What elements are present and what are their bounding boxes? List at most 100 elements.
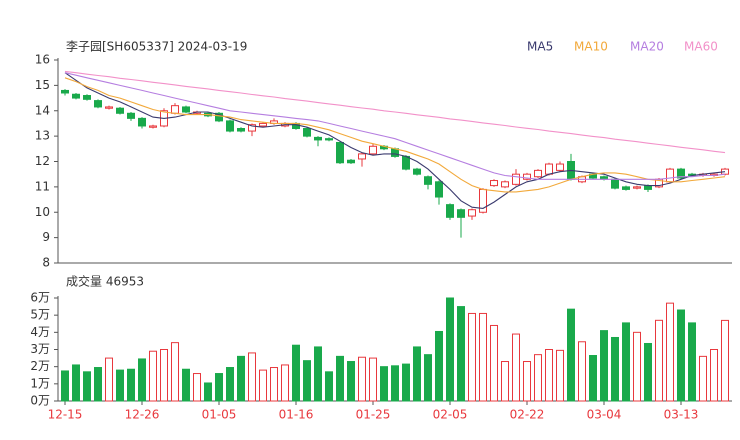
volume-bar bbox=[61, 370, 69, 402]
x-tick-label: 01-16 bbox=[279, 408, 314, 422]
candle-body bbox=[622, 186, 630, 190]
candle-body bbox=[182, 106, 190, 113]
y-tick-label: 16 bbox=[35, 53, 50, 67]
volume-bar bbox=[710, 349, 718, 402]
volume-bar bbox=[160, 349, 168, 402]
candle-body bbox=[226, 120, 234, 132]
volume-tick-label: 1万 bbox=[30, 376, 50, 390]
ma-line bbox=[64, 77, 726, 193]
y-tick-label: 15 bbox=[35, 78, 50, 92]
volume-bar bbox=[314, 346, 322, 402]
volume-bar bbox=[556, 349, 564, 402]
y-tick-label: 9 bbox=[42, 230, 50, 244]
candle-body bbox=[215, 112, 223, 122]
candle-body bbox=[644, 185, 652, 190]
volume-bar bbox=[270, 367, 278, 402]
candle-body bbox=[402, 155, 410, 170]
volume-bar bbox=[94, 367, 102, 402]
volume-bar bbox=[369, 357, 377, 402]
candle-body bbox=[468, 209, 476, 217]
legend-entry: MA60 bbox=[684, 40, 718, 54]
candle-body bbox=[633, 186, 641, 189]
volume-bar bbox=[545, 349, 553, 402]
volume-bar bbox=[358, 356, 366, 402]
volume-bar bbox=[677, 309, 685, 402]
volume-bar bbox=[204, 382, 212, 402]
volume-bar bbox=[589, 355, 597, 402]
volume-bar bbox=[457, 306, 465, 402]
x-tick-label: 01-05 bbox=[202, 408, 237, 422]
volume-bar bbox=[534, 354, 542, 402]
volume-bar bbox=[402, 363, 410, 402]
volume-bar bbox=[699, 355, 707, 402]
volume-bar bbox=[116, 369, 124, 402]
volume-bar bbox=[600, 330, 608, 402]
volume-bar bbox=[171, 342, 179, 402]
candle-body bbox=[347, 159, 355, 164]
candle-body bbox=[83, 95, 91, 100]
legend-entry: MA5 bbox=[527, 40, 553, 54]
candle-body bbox=[490, 180, 498, 187]
candle-body bbox=[501, 181, 509, 188]
volume-bar bbox=[633, 331, 641, 402]
volume-tick-label: 0万 bbox=[30, 394, 50, 408]
volume-bar bbox=[688, 322, 696, 402]
volume-bar bbox=[523, 361, 531, 402]
candle-body bbox=[127, 112, 135, 119]
candle-body bbox=[666, 168, 674, 183]
volume-tick-label: 4万 bbox=[30, 325, 50, 339]
volume-tick-label: 3万 bbox=[30, 342, 50, 356]
volume-bar bbox=[259, 369, 267, 402]
volume-bar bbox=[644, 342, 652, 402]
volume-bar bbox=[490, 324, 498, 402]
volume-bar bbox=[380, 366, 388, 402]
chart-title: 李子园[SH605337] 2024-03-19 bbox=[66, 39, 247, 54]
ma-line bbox=[64, 72, 726, 209]
volume-bar bbox=[655, 319, 663, 402]
candle-body bbox=[556, 163, 564, 171]
volume-tick-label: 5万 bbox=[30, 308, 50, 322]
candle-body bbox=[545, 163, 553, 175]
volume-bar bbox=[149, 350, 157, 402]
candle-body bbox=[677, 168, 685, 179]
candle-body bbox=[171, 105, 179, 114]
candle-body bbox=[61, 89, 69, 94]
volume-bar bbox=[83, 371, 91, 402]
volume-bar bbox=[215, 373, 223, 402]
legend-entry: MA20 bbox=[630, 40, 664, 54]
x-tick-label: 12-15 bbox=[48, 408, 83, 422]
candle-body bbox=[435, 181, 443, 198]
candle-body bbox=[424, 176, 432, 185]
candle-body bbox=[259, 122, 267, 127]
volume-bar bbox=[347, 361, 355, 402]
candle-body bbox=[72, 93, 80, 99]
candle-body bbox=[391, 148, 399, 157]
candle-body bbox=[446, 204, 454, 218]
candle-body bbox=[138, 117, 146, 127]
volume-bar bbox=[622, 322, 630, 402]
volume-bar bbox=[292, 344, 300, 402]
y-tick-label: 12 bbox=[35, 154, 50, 168]
volume-bar bbox=[446, 297, 454, 402]
candle-body bbox=[369, 145, 377, 155]
candle-body bbox=[94, 100, 102, 108]
y-tick-label: 14 bbox=[35, 103, 50, 117]
ma-line bbox=[64, 72, 726, 180]
x-tick-label: 02-05 bbox=[433, 408, 468, 422]
x-tick-label: 02-22 bbox=[510, 408, 545, 422]
ma-line bbox=[64, 70, 726, 154]
volume-bar bbox=[303, 360, 311, 402]
candle-body bbox=[314, 136, 322, 141]
volume-bar bbox=[281, 364, 289, 402]
volume-bar bbox=[578, 341, 586, 402]
y-tick-label: 8 bbox=[42, 256, 50, 270]
y-tick-label: 13 bbox=[35, 129, 50, 143]
candle-body bbox=[534, 169, 542, 178]
volume-bar bbox=[424, 354, 432, 402]
candle-body bbox=[325, 138, 333, 141]
candle-body bbox=[149, 125, 157, 128]
x-tick-label: 03-13 bbox=[664, 408, 699, 422]
y-tick-label: 10 bbox=[35, 205, 50, 219]
volume-bar bbox=[611, 336, 619, 402]
